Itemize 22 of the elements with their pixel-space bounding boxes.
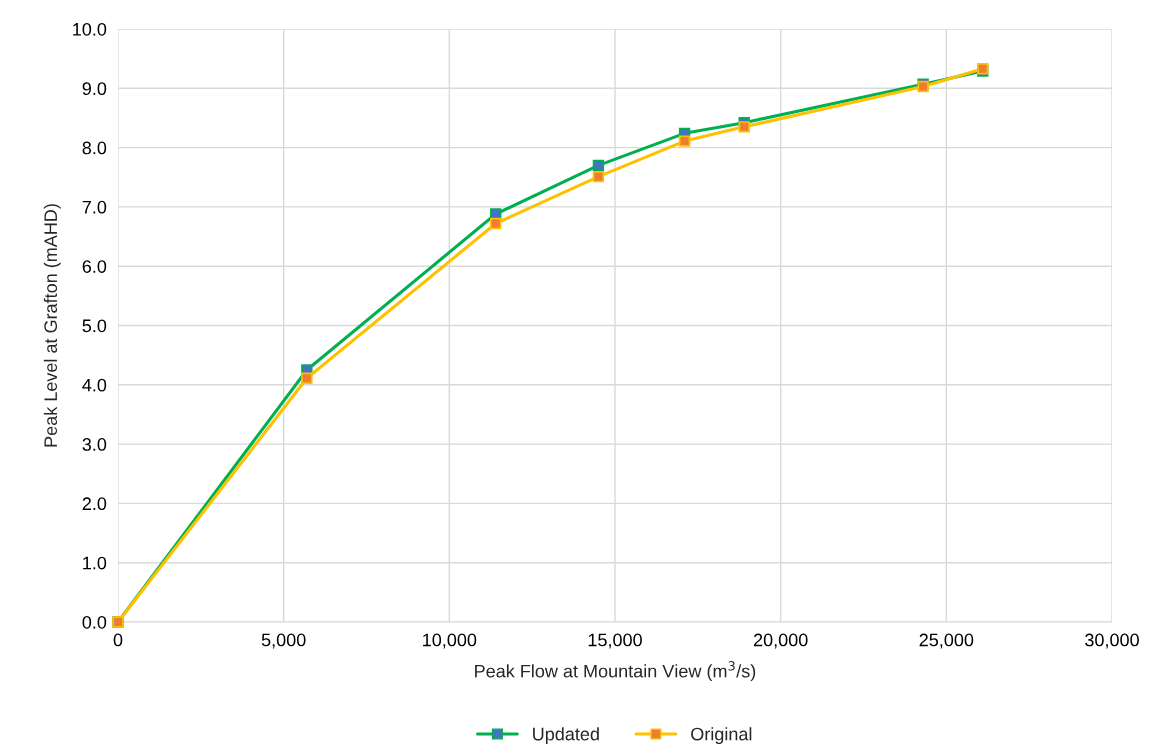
x-tick-label: 15,000 (588, 633, 642, 649)
legend-label: Updated (533, 727, 599, 745)
x-tick-label: 25,000 (919, 633, 974, 649)
x-tick-label: 0 (113, 633, 123, 647)
x-tick-label: 5,000 (261, 633, 306, 649)
y-tick-label: 6.0 (82, 260, 107, 273)
y-tick-label: 8.0 (82, 141, 107, 155)
y-tick-label: 10.0 (73, 22, 107, 36)
legend-label: Original (691, 727, 752, 745)
y-tick-label: 1.0 (83, 556, 107, 570)
y-tick-label: 0.0 (82, 615, 107, 629)
y-tick-label: 9.0 (82, 82, 107, 96)
y-tick-label: 7.0 (82, 200, 107, 214)
y-tick-label: 3.0 (82, 438, 107, 451)
x-axis-title: Peak Flow at Mountain View (m$^{3}$/s) (475, 661, 756, 682)
x-tick-label: 10,000 (423, 633, 477, 649)
x-tick-label: 30,000 (1085, 633, 1139, 649)
y-tick-label: 4.0 (82, 378, 107, 392)
y-tick-label: 5.0 (82, 319, 107, 333)
y-axis-title: Peak Level at Grafton (mAHD) (43, 204, 61, 447)
x-tick-label: 20,000 (753, 633, 808, 649)
y-tick-label: 2.0 (82, 497, 107, 511)
